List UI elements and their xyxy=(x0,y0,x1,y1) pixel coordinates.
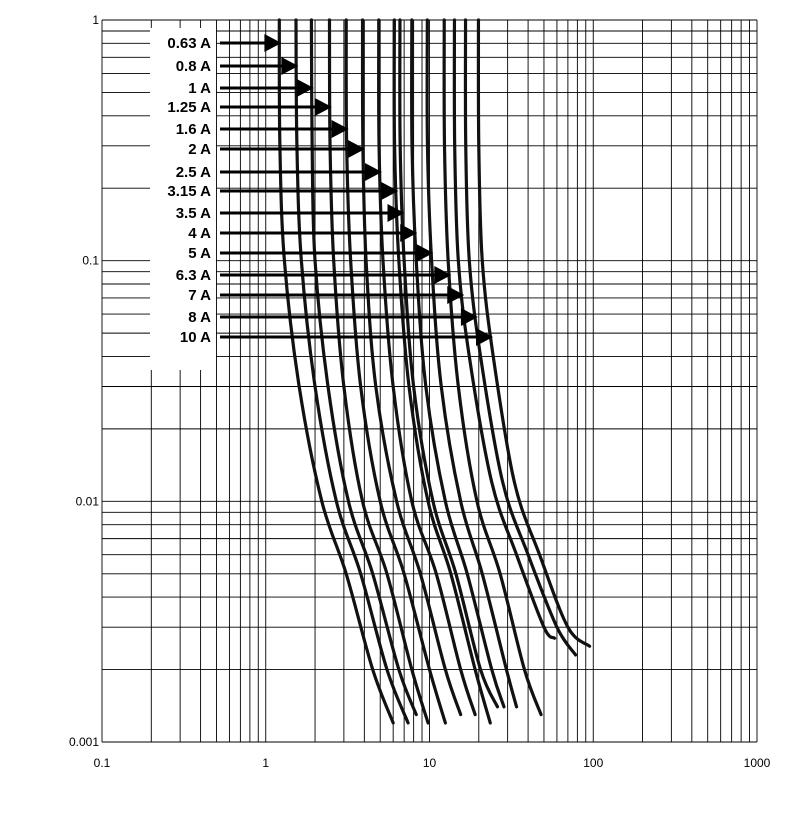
y-tick-label: 0.01 xyxy=(76,494,100,508)
legend-arrow-head-1-6-a xyxy=(331,120,349,138)
x-tick-label: 1000 xyxy=(744,756,771,770)
legend-label-4-a: 4 A xyxy=(188,225,211,242)
curves xyxy=(277,18,592,725)
legend-arrow-head-4-a xyxy=(400,224,418,242)
legend-label-3-15-a: 3.15 A xyxy=(167,183,211,200)
legend-arrow-head-2-5-a xyxy=(364,163,382,181)
x-tick-label: 10 xyxy=(423,756,437,770)
legend-arrow-head-10-a xyxy=(476,328,494,346)
curve-1-a xyxy=(309,18,418,717)
y-tick-label: 1 xyxy=(92,13,99,27)
legend-label-0-8-a: 0.8 A xyxy=(176,58,211,75)
legend-label-8-a: 8 A xyxy=(188,309,211,326)
legend-label-5-a: 5 A xyxy=(188,245,211,262)
curve-5-a xyxy=(425,18,519,709)
curve-0-63-a xyxy=(277,18,395,725)
legend-label-7-a: 7 A xyxy=(188,287,211,304)
legend-arrow-head-6-3-a xyxy=(434,266,452,284)
legend-label-6-3-a: 6.3 A xyxy=(176,267,211,284)
curve-3-15-a xyxy=(392,18,492,725)
legend-label-10-a: 10 A xyxy=(180,329,211,346)
legend-arrows: 0.63 A 0.8 A 1 A 1.25 A 1.6 A 2 A 2.5 A 3.15 A 3… xyxy=(167,34,494,346)
curve-0-8-a xyxy=(294,18,410,725)
legend-arrow-head-0-63-a xyxy=(264,34,282,52)
legend-label-2-a: 2 A xyxy=(188,141,211,158)
legend-label-3-5-a: 3.5 A xyxy=(176,205,211,222)
curve-8-a xyxy=(463,18,578,657)
y-tick-label: 0.001 xyxy=(69,735,99,749)
legend-arrow-head-1-25-a xyxy=(314,98,332,116)
curve-6-3-a xyxy=(442,18,543,717)
legend-label-1-25-a: 1.25 A xyxy=(167,99,211,116)
legend-arrow-head-2-a xyxy=(347,140,365,158)
x-tick-label: 100 xyxy=(583,756,603,770)
curve-2-a xyxy=(360,18,463,717)
legend-label-0-63-a: 0.63 A xyxy=(167,35,211,52)
curve-1-25-a xyxy=(327,18,430,725)
y-tick-label: 0.1 xyxy=(82,254,99,268)
x-tick-label: 1 xyxy=(262,756,269,770)
legend-arrow-head-3-15-a xyxy=(381,182,399,200)
legend-backdrop xyxy=(150,28,216,370)
legend-label-2-5-a: 2.5 A xyxy=(176,164,211,181)
legend-arrow-head-8-a xyxy=(460,308,478,326)
legend-label-1-a: 1 A xyxy=(188,80,211,97)
curve-1-6-a xyxy=(344,18,447,725)
curve-3-5-a xyxy=(398,18,500,709)
legend-label-1-6-a: 1.6 A xyxy=(176,121,211,138)
legend-arrow-head-7-a xyxy=(447,286,465,304)
curve-10-a xyxy=(476,18,592,648)
legend-arrow-head-3-5-a xyxy=(387,204,405,222)
curve-2-5-a xyxy=(377,18,477,717)
legend-arrow-head-1-a xyxy=(296,79,314,97)
x-tick-label: 0.1 xyxy=(94,756,111,770)
curve-7-a xyxy=(452,18,557,640)
legend-arrow-head-0-8-a xyxy=(281,57,299,75)
legend-arrow-head-5-a xyxy=(416,244,434,262)
curve-4-a xyxy=(410,18,506,709)
tick-labels: 0.1 1 10 100 1000 0.001 0.01 0.1 1 xyxy=(69,13,771,770)
